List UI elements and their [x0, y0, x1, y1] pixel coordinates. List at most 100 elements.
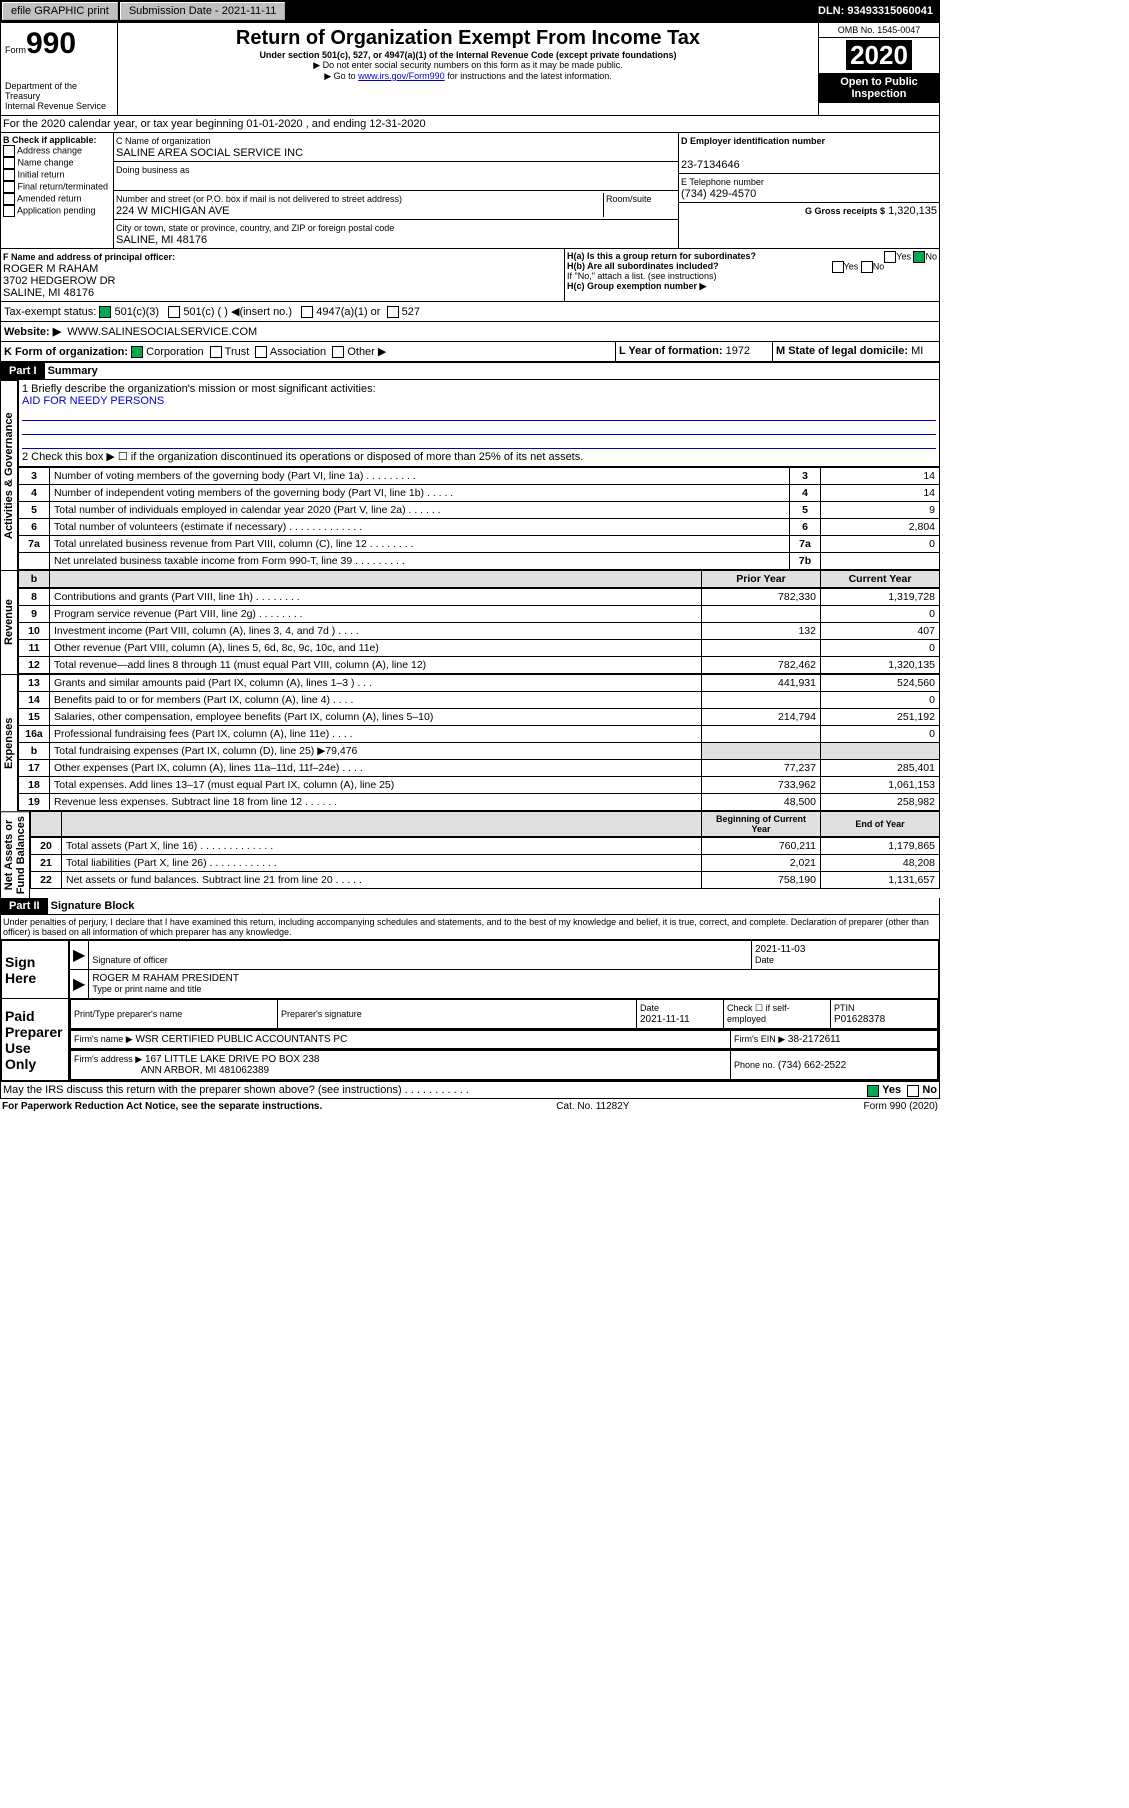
irs-link[interactable]: www.irs.gov/Form990 [358, 71, 445, 81]
subtitle-3: ▶ Go to www.irs.gov/Form990 for instruct… [122, 71, 814, 82]
table-row: 9Program service revenue (Part VIII, lin… [19, 606, 940, 623]
table-row: 13Grants and similar amounts paid (Part … [19, 675, 940, 692]
omb-number: OMB No. 1545-0047 [819, 23, 939, 38]
ein-label: D Employer identification number [681, 136, 825, 146]
table-row: 7aTotal unrelated business revenue from … [19, 536, 940, 553]
table-row: 22Net assets or fund balances. Subtract … [31, 872, 940, 889]
sign-here-label: Sign Here [2, 941, 70, 999]
netassets-label: Net Assets or Fund Balances [0, 811, 30, 898]
dln: DLN: 93493315060041 [812, 3, 939, 19]
trust-checkbox[interactable] [210, 346, 222, 358]
line-a-period: For the 2020 calendar year, or tax year … [0, 116, 940, 133]
revenue-table: bPrior YearCurrent Year [18, 570, 940, 588]
netassets-table: Beginning of Current YearEnd of Year [30, 811, 940, 837]
hb-label: H(b) Are all subordinates included? [567, 261, 719, 271]
perjury-statement: Under penalties of perjury, I declare th… [0, 915, 940, 940]
table-row: 11Other revenue (Part VIII, column (A), … [19, 640, 940, 657]
activities-governance-label: Activities & Governance [0, 380, 18, 570]
governance-table: 3Number of voting members of the governi… [18, 467, 940, 570]
tel-label: E Telephone number [681, 177, 764, 187]
klm-row: K Form of organization: Corporation Trus… [0, 342, 940, 362]
table-row: 15Salaries, other compensation, employee… [19, 709, 940, 726]
dba-label: Doing business as [116, 165, 190, 175]
expenses-label: Expenses [0, 674, 18, 811]
table-row: Net unrelated business taxable income fr… [19, 553, 940, 570]
year-formation: 1972 [726, 345, 750, 357]
form-word: Form [5, 45, 26, 55]
501c-checkbox[interactable] [168, 306, 180, 318]
501c3-checkbox[interactable] [99, 306, 111, 318]
firm-ein: 38-2172611 [788, 1034, 841, 1045]
table-row: bTotal fundraising expenses (Part IX, co… [19, 743, 940, 760]
table-row: 14Benefits paid to or for members (Part … [19, 692, 940, 709]
discuss-row: May the IRS discuss this return with the… [0, 1082, 940, 1099]
form-number: 990 [26, 27, 76, 60]
firm-phone: (734) 662-2522 [778, 1060, 846, 1071]
part2-header: Part II Signature Block [0, 898, 940, 915]
ha-label: H(a) Is this a group return for subordin… [567, 251, 756, 261]
table-row: 19Revenue less expenses. Subtract line 1… [19, 794, 940, 811]
paid-preparer-label: Paid Preparer Use Only [2, 999, 70, 1081]
topbar: efile GRAPHIC print Submission Date - 20… [0, 0, 940, 22]
efile-print-button[interactable]: efile GRAPHIC print [2, 2, 118, 20]
officer-name: ROGER M RAHAM [3, 263, 98, 275]
room-label: Room/suite [606, 194, 652, 204]
other-checkbox[interactable] [332, 346, 344, 358]
footer: For Paperwork Reduction Act Notice, see … [0, 1099, 940, 1114]
officer-signature: ROGER M RAHAM PRESIDENT [92, 973, 239, 984]
4947-checkbox[interactable] [301, 306, 313, 318]
dept-treasury: Department of the Treasury Internal Reve… [5, 81, 113, 111]
open-to-public: Open to Public Inspection [819, 74, 939, 103]
line2-label: 2 Check this box ▶ ☐ if the organization… [22, 450, 936, 463]
org-info: B Check if applicable: Address change Na… [0, 133, 940, 249]
ha-yes-checkbox[interactable] [884, 251, 896, 263]
table-row: 20Total assets (Part X, line 16) . . . .… [31, 838, 940, 855]
tax-exempt-row: Tax-exempt status: 501(c)(3) 501(c) ( ) … [0, 302, 940, 322]
form-header: Form990 Department of the Treasury Inter… [0, 22, 940, 116]
part1-header: Part I Summary [0, 362, 940, 380]
gross-label: G Gross receipts $ [805, 206, 885, 216]
officer-addr1: 3702 HEDGEROW DR [3, 275, 115, 287]
firm-name: WSR CERTIFIED PUBLIC ACCOUNTANTS PC [135, 1034, 347, 1045]
mission: AID FOR NEEDY PERSONS [22, 395, 936, 407]
street: 224 W MICHIGAN AVE [116, 205, 230, 217]
table-row: 17Other expenses (Part IX, column (A), l… [19, 760, 940, 777]
org-name: SALINE AREA SOCIAL SERVICE INC [116, 147, 303, 159]
name-label: C Name of organization [116, 136, 211, 146]
table-row: 12Total revenue—add lines 8 through 11 (… [19, 657, 940, 674]
website: WWW.SALINESOCIALSERVICE.COM [67, 326, 257, 338]
firm-addr: 167 LITTLE LAKE DRIVE PO BOX 238 [145, 1054, 320, 1065]
officer-addr2: SALINE, MI 48176 [3, 287, 94, 299]
officer-h-row: F Name and address of principal officer:… [0, 249, 940, 302]
table-row: 21Total liabilities (Part X, line 26) . … [31, 855, 940, 872]
hb-yes-checkbox[interactable] [832, 261, 844, 273]
table-row: 4Number of independent voting members of… [19, 485, 940, 502]
table-row: 18Total expenses. Add lines 13–17 (must … [19, 777, 940, 794]
ha-no-checkbox[interactable] [913, 251, 925, 263]
ptin: P01628378 [834, 1014, 885, 1025]
box-b-label: B Check if applicable: [3, 135, 111, 145]
table-row: 5Total number of individuals employed in… [19, 502, 940, 519]
assoc-checkbox[interactable] [255, 346, 267, 358]
ein: 23-7134646 [681, 159, 740, 171]
city: SALINE, MI 48176 [116, 234, 207, 246]
tax-year: 2020 [846, 40, 912, 70]
hb-no-checkbox[interactable] [861, 261, 873, 273]
table-row: 8Contributions and grants (Part VIII, li… [19, 589, 940, 606]
corp-checkbox[interactable] [131, 346, 143, 358]
gross-receipts: 1,320,135 [888, 205, 937, 217]
discuss-no-checkbox[interactable] [907, 1085, 919, 1097]
discuss-yes-checkbox[interactable] [867, 1085, 879, 1097]
form-ref: Form 990 (2020) [864, 1101, 938, 1112]
street-label: Number and street (or P.O. box if mail i… [116, 194, 402, 204]
signature-section: Sign Here ▶ Signature of officer 2021-11… [0, 940, 940, 1082]
table-row: 3Number of voting members of the governi… [19, 468, 940, 485]
line1-label: 1 Briefly describe the organization's mi… [22, 383, 936, 395]
website-row: Website: ▶ WWW.SALINESOCIALSERVICE.COM [0, 322, 940, 342]
527-checkbox[interactable] [387, 306, 399, 318]
domicile: MI [911, 345, 923, 357]
subtitle-2: ▶ Do not enter social security numbers o… [122, 60, 814, 71]
subtitle-1: Under section 501(c), 527, or 4947(a)(1)… [122, 50, 814, 60]
city-label: City or town, state or province, country… [116, 223, 394, 233]
revenue-label: Revenue [0, 570, 18, 674]
